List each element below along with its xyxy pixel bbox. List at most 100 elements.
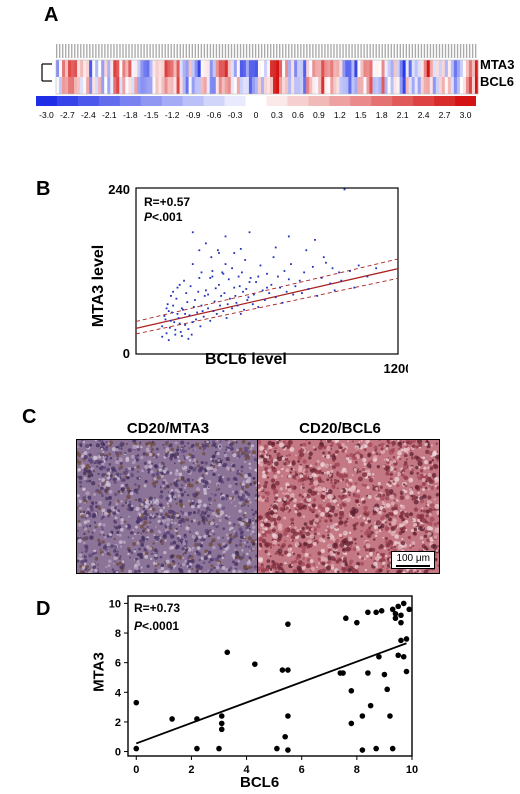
heatmap-cell [98, 60, 102, 77]
heatmap-column-label [327, 44, 329, 58]
data-point [301, 292, 303, 295]
heatmap-cell [170, 60, 174, 77]
heatmap-cell [288, 60, 292, 77]
heatmap-cell [188, 60, 192, 77]
heatmap-cell [396, 77, 400, 94]
data-point [187, 337, 190, 340]
data-point [298, 279, 301, 282]
data-point [279, 286, 281, 289]
heatmap-column-label [417, 44, 420, 58]
heatmap-cell [134, 60, 138, 77]
heatmap-cell [471, 77, 476, 94]
data-point [204, 289, 207, 292]
heatmap-column-label [435, 44, 438, 58]
heatmap-column-label [176, 44, 178, 58]
heatmap-cell [441, 60, 446, 77]
data-point [228, 297, 231, 300]
heatmap-cell [101, 60, 105, 77]
heatmap-cell [110, 77, 114, 94]
heatmap-cell [369, 60, 373, 77]
heatmap-cell [224, 77, 229, 94]
heatmap-cell [369, 77, 373, 94]
data-point [202, 315, 205, 318]
heatmap-cell [146, 77, 150, 94]
data-point [176, 286, 179, 289]
heatmap-cell [206, 77, 211, 94]
data-point [348, 720, 355, 727]
heatmap-cell [86, 60, 90, 77]
heatmap-column-label [312, 44, 314, 58]
heatmap-column-label [474, 44, 477, 58]
data-point [161, 335, 164, 338]
data-point [220, 295, 223, 297]
data-point [209, 277, 212, 279]
data-point [164, 318, 167, 321]
heatmap-column-label [342, 44, 344, 58]
data-point [279, 667, 286, 673]
heatmap-cell [375, 60, 379, 77]
ihc-right-title: CD20/BCL6 [299, 420, 381, 437]
color-scale-swatch [119, 96, 142, 106]
heatmap-cell [429, 77, 434, 94]
heatmap-cell [423, 77, 428, 94]
heatmap-cell [360, 60, 364, 77]
heatmap-column-label [402, 44, 404, 58]
data-point [389, 745, 396, 752]
heatmap-cell [378, 60, 382, 77]
heatmap-column-label [146, 44, 148, 58]
heatmap-column-label [459, 44, 462, 58]
heatmap-cell [140, 60, 144, 77]
heatmap-cell [324, 77, 328, 94]
heatmap-cell [137, 77, 141, 94]
data-point [311, 265, 314, 268]
heatmap-cell [149, 60, 153, 77]
heatmap-cell [471, 60, 476, 77]
data-point [366, 275, 369, 278]
heatmap-column-label [110, 44, 112, 58]
heatmap-cell [387, 77, 391, 94]
heatmap-cell [333, 77, 337, 94]
data-point [292, 293, 295, 296]
heatmap-cell [59, 60, 63, 77]
heatmap-cell [420, 77, 425, 94]
data-point [234, 295, 237, 297]
plot-frame-b [135, 187, 399, 355]
heatmap-cell [462, 60, 467, 77]
data-point [166, 303, 169, 306]
heatmap-cell [92, 77, 96, 94]
data-point [236, 304, 239, 307]
heatmap-cell [375, 77, 379, 94]
heatmap-column-label [288, 44, 290, 58]
color-scale-swatch [413, 96, 435, 106]
heatmap-cell [86, 77, 90, 94]
data-point [173, 321, 176, 324]
heatmap-column-label [450, 44, 453, 58]
data-point [192, 306, 195, 308]
heatmap-cell [276, 77, 280, 94]
heatmap-column-label [387, 44, 389, 58]
data-point [215, 312, 218, 315]
heatmap-cell [116, 60, 120, 77]
y-tick-label: 10 [109, 598, 121, 610]
data-point [392, 615, 399, 622]
heatmap-column-label [236, 44, 239, 58]
heatmap-cell [438, 77, 443, 94]
data-point [395, 603, 402, 610]
heatmap-column-label [221, 44, 224, 58]
color-scale-tick-label: 2.4 [418, 110, 430, 120]
heatmap-cell [104, 60, 108, 77]
heatmap-cell [152, 77, 156, 94]
x-tick-label: 8 [354, 764, 360, 776]
heatmap-column-label [375, 44, 377, 58]
heatmap-cell [468, 60, 473, 77]
data-point [200, 304, 203, 307]
heatmap-cell [239, 60, 244, 77]
data-point [174, 328, 177, 331]
heatmap-cell [300, 77, 304, 94]
data-point [175, 297, 178, 300]
data-point [203, 295, 206, 297]
color-scale-swatch [455, 96, 476, 106]
data-point [218, 720, 225, 727]
heatmap-cell [351, 60, 355, 77]
y-tick-label: 4 [115, 687, 122, 699]
